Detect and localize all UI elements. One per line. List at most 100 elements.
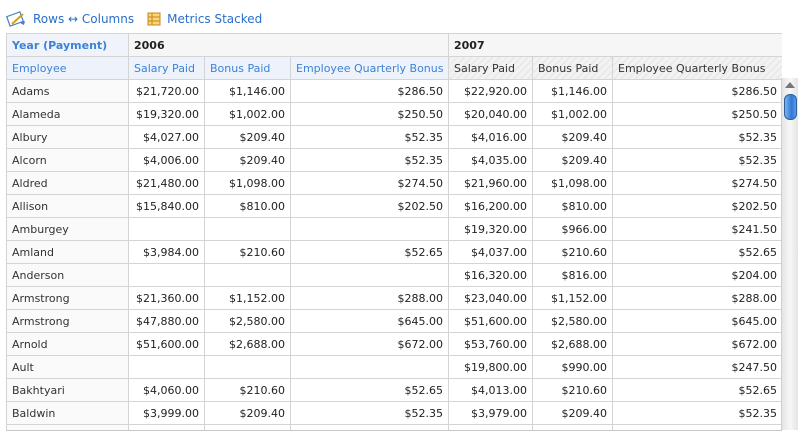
bonus-paid-2006-cell: $210.60 [204, 378, 291, 402]
quarterly-bonus-2006-cell: $202.50 [290, 194, 449, 218]
bonus-paid-2007-cell: $209.40 [532, 401, 613, 425]
salary-paid-2007-cell [448, 424, 533, 430]
bonus-paid-2006-cell [204, 263, 291, 287]
year-axis-header[interactable]: Year (Payment) [6, 33, 129, 57]
bonus-paid-2006-cell: $2,688.00 [204, 332, 291, 356]
quarterly-bonus-2007-cell: $250.50 [612, 102, 782, 126]
salary-paid-2006-cell: $21,480.00 [128, 171, 205, 195]
salary-paid-2006-cell: $3,984.00 [128, 240, 205, 264]
scroll-thumb[interactable] [784, 94, 797, 120]
salary-paid-2006-cell: $4,006.00 [128, 148, 205, 172]
salary-paid-2007-cell: $23,040.00 [448, 286, 533, 310]
table-row: Alameda $19,320.00 $1,002.00 $250.50 $20,040… [6, 102, 782, 126]
salary-paid-2006-cell: $51,600.00 [128, 332, 205, 356]
employee-name-cell[interactable]: Allison [6, 194, 129, 218]
bonus-paid-2007-cell: $1,152.00 [532, 286, 613, 310]
quarterly-bonus-2007-header[interactable]: Employee Quarterly Bonus [612, 56, 782, 80]
salary-paid-2007-header[interactable]: Salary Paid [448, 56, 533, 80]
bonus-paid-2006-cell: $1,152.00 [204, 286, 291, 310]
salary-paid-2007-cell: $4,035.00 [448, 148, 533, 172]
bonus-paid-2007-cell: $2,580.00 [532, 309, 613, 333]
scroll-up-icon[interactable] [785, 82, 795, 88]
toolbar: Rows ↔ Columns Metrics Stacked [6, 9, 274, 29]
table-row: Anderson $16,320.00 $816.00 $204.00 [6, 263, 782, 287]
bonus-paid-2006-cell: $209.40 [204, 125, 291, 149]
year-2006-header[interactable]: 2006 [128, 33, 449, 57]
table-row: Arnold $51,600.00 $2,688.00 $672.00 $53,760.… [6, 332, 782, 356]
table-row: Armstrong $47,880.00 $2,580.00 $645.00 $51,6… [6, 309, 782, 333]
table-row: Aldred $21,480.00 $1,098.00 $274.50 $21,960.… [6, 171, 782, 195]
bonus-paid-2007-cell: $1,146.00 [532, 79, 613, 103]
quarterly-bonus-2007-cell [612, 424, 782, 430]
quarterly-bonus-2007-cell: $52.35 [612, 401, 782, 425]
employee-name-cell[interactable]: Aldred [6, 171, 129, 195]
quarterly-bonus-2006-cell [290, 424, 449, 430]
salary-paid-2006-cell [128, 263, 205, 287]
employee-name-cell[interactable]: Amland [6, 240, 129, 264]
salary-paid-2006-cell: $47,880.00 [128, 309, 205, 333]
year-2007-header[interactable]: 2007 [448, 33, 782, 57]
bonus-paid-2006-cell: $209.40 [204, 148, 291, 172]
salary-paid-2006-cell: $19,320.00 [128, 102, 205, 126]
table-row [6, 424, 782, 430]
employee-axis-header[interactable]: Employee [6, 56, 129, 80]
quarterly-bonus-2006-header[interactable]: Employee Quarterly Bonus [290, 56, 449, 80]
metrics-stacked-button[interactable]: Metrics Stacked [146, 11, 262, 27]
salary-paid-2006-cell: $4,027.00 [128, 125, 205, 149]
bonus-paid-2006-header[interactable]: Bonus Paid [204, 56, 291, 80]
swap-axes-icon [6, 11, 25, 27]
salary-paid-2007-cell: $4,013.00 [448, 378, 533, 402]
quarterly-bonus-2007-cell: $202.50 [612, 194, 782, 218]
bonus-paid-2006-cell [204, 355, 291, 379]
employee-name-cell[interactable]: Anderson [6, 263, 129, 287]
employee-name-cell[interactable]: Amburgey [6, 217, 129, 241]
table-row: Alcorn $4,006.00 $209.40 $52.35 $4,035.00 $20… [6, 148, 782, 172]
bonus-paid-2007-header[interactable]: Bonus Paid [532, 56, 613, 80]
employee-name-cell[interactable]: Armstrong [6, 286, 129, 310]
employee-name-cell[interactable]: Albury [6, 125, 129, 149]
bonus-paid-2007-cell: $990.00 [532, 355, 613, 379]
salary-paid-2006-cell: $21,360.00 [128, 286, 205, 310]
table-row: Baldwin $3,999.00 $209.40 $52.35 $3,979.00 $2… [6, 401, 782, 425]
salary-paid-2007-cell: $53,760.00 [448, 332, 533, 356]
bonus-paid-2007-cell: $209.40 [532, 148, 613, 172]
quarterly-bonus-2006-cell: $52.65 [290, 378, 449, 402]
bonus-paid-2007-cell [532, 424, 613, 430]
quarterly-bonus-2006-cell [290, 263, 449, 287]
table-row: Amburgey $19,320.00 $966.00 $241.50 [6, 217, 782, 241]
salary-paid-2006-header[interactable]: Salary Paid [128, 56, 205, 80]
bonus-paid-2007-cell: $1,098.00 [532, 171, 613, 195]
employee-name-cell[interactable]: Arnold [6, 332, 129, 356]
metrics-stacked-label: Metrics Stacked [167, 12, 263, 26]
swap-rows-columns-button[interactable]: Rows ↔ Columns [6, 11, 134, 27]
bonus-paid-2006-cell: $210.60 [204, 240, 291, 264]
table-row: Armstrong $21,360.00 $1,152.00 $288.00 $23,0… [6, 286, 782, 310]
employee-name-cell[interactable]: Bakhtyari [6, 378, 129, 402]
salary-paid-2007-cell: $4,016.00 [448, 125, 533, 149]
salary-paid-2006-cell: $4,060.00 [128, 378, 205, 402]
salary-paid-2007-cell: $19,800.00 [448, 355, 533, 379]
pivot-grid: Year (Payment) 2006 2007 Employee Salary… [6, 33, 782, 431]
bonus-paid-2006-cell: $1,098.00 [204, 171, 291, 195]
employee-name-cell[interactable]: Adams [6, 79, 129, 103]
employee-name-cell[interactable]: Armstrong [6, 309, 129, 333]
vertical-scrollbar[interactable] [781, 78, 798, 430]
salary-paid-2007-cell: $21,960.00 [448, 171, 533, 195]
bonus-paid-2007-cell: $1,002.00 [532, 102, 613, 126]
quarterly-bonus-2007-cell: $204.00 [612, 263, 782, 287]
bonus-paid-2007-cell: $816.00 [532, 263, 613, 287]
employee-name-cell[interactable]: Baldwin [6, 401, 129, 425]
quarterly-bonus-2007-cell: $52.35 [612, 125, 782, 149]
bonus-paid-2007-cell: $2,688.00 [532, 332, 613, 356]
quarterly-bonus-2006-cell: $645.00 [290, 309, 449, 333]
metrics-stacked-icon [147, 12, 161, 26]
employee-name-cell[interactable]: Alcorn [6, 148, 129, 172]
salary-paid-2006-cell [128, 355, 205, 379]
bonus-paid-2006-cell: $1,146.00 [204, 79, 291, 103]
table-row: Albury $4,027.00 $209.40 $52.35 $4,016.00 $20… [6, 125, 782, 149]
employee-name-cell[interactable]: Alameda [6, 102, 129, 126]
employee-name-cell[interactable] [6, 424, 129, 430]
employee-name-cell[interactable]: Ault [6, 355, 129, 379]
salary-paid-2007-cell: $22,920.00 [448, 79, 533, 103]
bonus-paid-2006-cell [204, 217, 291, 241]
